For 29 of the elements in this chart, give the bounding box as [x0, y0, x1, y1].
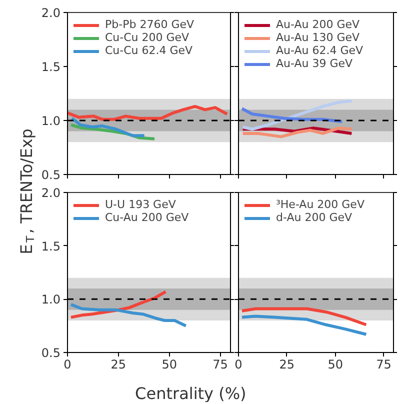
legend-label: d-Au 200 GeV — [276, 211, 352, 224]
legend-label: Au-Au 130 GeV — [276, 31, 360, 44]
x-tick-label: 0 — [234, 358, 242, 372]
x-tick-label: 50 — [162, 358, 178, 372]
x-axis-title: Centrality (%) — [135, 384, 246, 403]
legend-label: Cu-Cu 62.4 GeV — [105, 44, 193, 57]
y-tick-label: 1.5 — [41, 60, 61, 74]
x-tick-label: 25 — [279, 358, 295, 372]
x-tick-label: 50 — [328, 358, 344, 372]
x-tick-label: 75 — [212, 358, 228, 372]
legend-label: Au-Au 62.4 GeV — [276, 44, 364, 57]
legend-label: Au-Au 39 GeV — [276, 57, 353, 70]
y-tick-label: 1.5 — [41, 239, 61, 254]
x-tick-label: 25 — [110, 358, 126, 372]
y-tick-label: 0.5 — [41, 168, 61, 182]
legend-label: Pb-Pb 2760 GeV — [105, 18, 194, 31]
y-tick-label: 2.0 — [41, 186, 61, 200]
x-tick-label: 0 — [64, 358, 72, 372]
legend-label: Cu-Cu 200 GeV — [105, 31, 190, 44]
x-tick-label: 75 — [376, 358, 392, 372]
legend-label: Cu-Au 200 GeV — [105, 211, 189, 224]
legend-label: U-U 193 GeV — [105, 198, 176, 211]
y-tick-label: 2.0 — [41, 6, 61, 20]
y-tick-label: 0.5 — [41, 346, 61, 360]
y-tick-label: 1.0 — [41, 114, 61, 128]
y-tick-label: 1.0 — [41, 292, 61, 307]
y-axis-title: ET, TRENTo/Exp — [17, 128, 37, 254]
legend-label: Au-Au 200 GeV — [276, 18, 360, 31]
legend-label: ³He-Au 200 GeV — [276, 198, 364, 211]
